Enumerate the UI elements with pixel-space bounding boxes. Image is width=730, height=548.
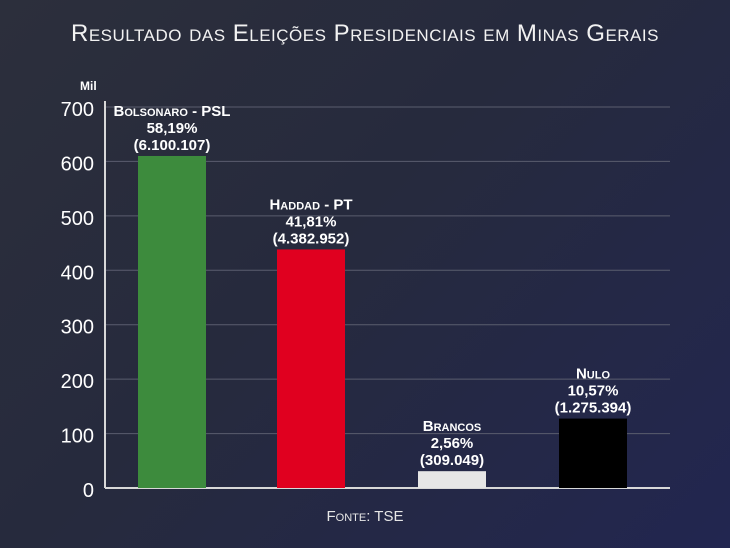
chart-title: Resultado das Eleições Presidenciais em … <box>71 20 659 47</box>
bar-category-label: Haddad - PT <box>269 196 352 213</box>
bar-votes-label: (4.382.952) <box>273 230 350 247</box>
bar <box>138 155 206 488</box>
bar-category-label: Bolsonaro - PSL <box>114 103 231 120</box>
bar-percent-label: 41,81% <box>286 213 337 230</box>
bar-votes-label: (309.049) <box>420 452 484 469</box>
y-tick-label: 0 <box>83 480 94 502</box>
y-tick-label: 100 <box>61 426 94 448</box>
source-note: Fonte: TSE <box>326 508 404 525</box>
bar-category-label: Nulo <box>576 366 610 383</box>
y-tick-label: 200 <box>61 371 94 393</box>
bar-votes-label: (1.275.394) <box>555 400 632 417</box>
y-tick-label: 700 <box>61 99 94 121</box>
bar-percent-label: 2,56% <box>431 435 474 452</box>
bar-category-label: Brancos <box>423 418 482 435</box>
y-tick-label: 300 <box>61 317 94 339</box>
bar <box>559 418 627 488</box>
bar-percent-label: 10,57% <box>568 383 619 400</box>
y-tick-label: 500 <box>61 208 94 230</box>
y-tick-label: 600 <box>61 153 94 175</box>
bar-votes-label: (6.100.107) <box>134 137 211 154</box>
y-tick-label: 400 <box>61 262 94 284</box>
y-unit-label: Mil <box>80 79 97 93</box>
bar-percent-label: 58,19% <box>147 120 198 137</box>
bar <box>418 471 486 488</box>
bar <box>277 249 345 488</box>
